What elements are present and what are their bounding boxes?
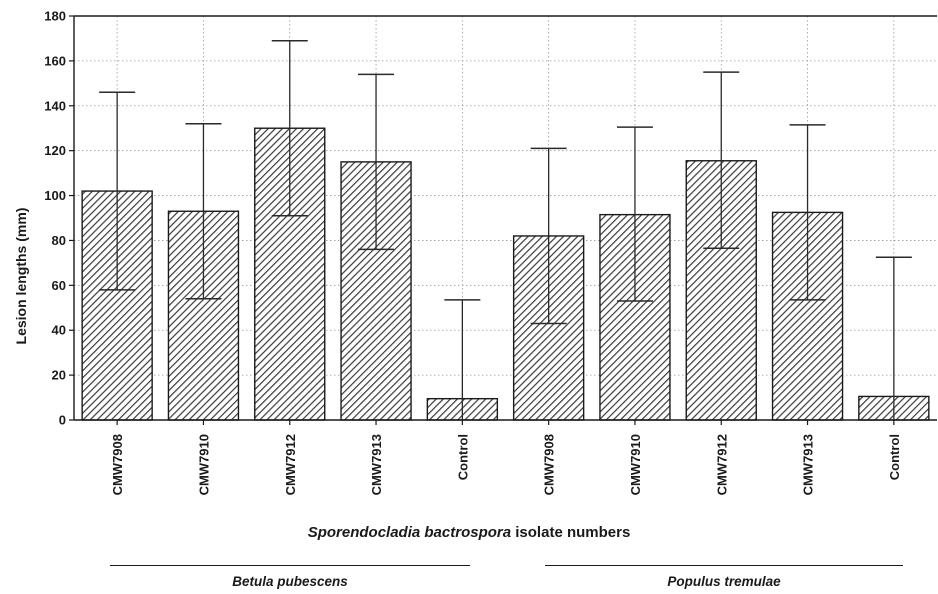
x-tick-label: CMW7912	[714, 434, 729, 495]
group-label-betula: Betula pubescens	[232, 574, 348, 589]
x-tick-label: Control	[887, 434, 902, 480]
y-tick-label: 20	[52, 368, 66, 383]
y-tick-label: 180	[44, 9, 66, 24]
y-tick-label: 120	[44, 143, 66, 158]
y-tick-label: 40	[52, 323, 66, 338]
x-tick-label: CMW7912	[283, 434, 298, 495]
bars	[81, 127, 930, 421]
y-tick-label: 0	[59, 413, 66, 428]
y-tick-label: 160	[44, 53, 66, 68]
species-name: Sporendocladia bactrospora	[307, 524, 512, 541]
group-label-populus: Populus tremulae	[667, 574, 781, 589]
x-tick-label: CMW7910	[628, 434, 643, 495]
x-tick-label: CMW7908	[542, 434, 557, 495]
y-tick-labels: 0 20 40 60 80 100 120 140 160 180	[44, 9, 66, 428]
y-tick-label: 100	[44, 188, 66, 203]
y-axis-label: Lesion lengths (mm)	[13, 208, 29, 345]
y-tick-label: 140	[44, 98, 66, 113]
x-tick-label: CMW7910	[196, 434, 211, 495]
x-axis-label-rest: isolate numbers	[511, 524, 631, 541]
x-tick-label: Control	[455, 434, 470, 480]
x-tick-label: CMW7908	[110, 434, 125, 495]
y-tick-label: 80	[52, 233, 66, 248]
group-line-populus	[545, 565, 903, 566]
x-axis-label: Sporendocladia bactrospora isolate numbe…	[0, 524, 938, 541]
x-tick-label: CMW7913	[801, 434, 816, 495]
x-tick-labels: CMW7908 CMW7910 CMW7912 CMW7913 Control CMW79…	[110, 434, 902, 495]
x-tick-label: CMW7913	[369, 434, 384, 495]
axes	[69, 15, 937, 425]
error-bars	[99, 39, 912, 420]
group-line-betula	[110, 565, 470, 566]
y-tick-label: 60	[52, 278, 66, 293]
